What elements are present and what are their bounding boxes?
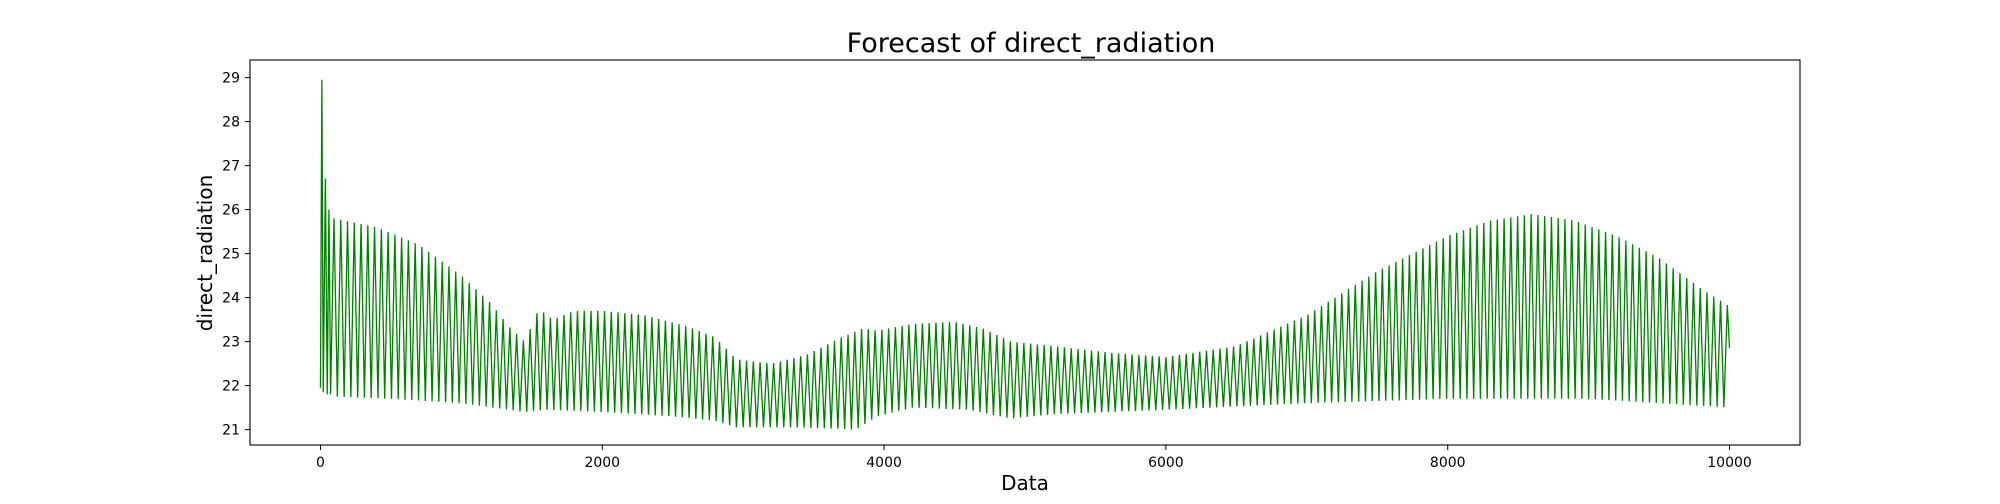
chart-title: Forecast of direct_radiation [847, 28, 1216, 59]
x-tick-label: 10000 [1707, 455, 1752, 471]
x-tick-label: 8000 [1430, 455, 1466, 471]
y-axis-title: direct_radiation [193, 175, 217, 331]
y-tick-label: 29 [222, 71, 240, 87]
x-axis-title: Data [1001, 471, 1049, 495]
plot-area [249, 59, 1801, 446]
x-tick-label: 2000 [584, 455, 620, 471]
y-tick-label: 28 [222, 115, 240, 131]
plot-frame [249, 59, 1801, 446]
x-axis: 0 2000 4000 6000 8000 10000 [316, 445, 1752, 471]
y-tick-label: 24 [222, 291, 240, 307]
y-tick-label: 25 [222, 247, 240, 263]
x-tick-label: 0 [316, 455, 325, 471]
y-tick-label: 27 [222, 159, 240, 175]
x-tick-label: 4000 [866, 455, 902, 471]
y-tick-label: 23 [222, 335, 240, 351]
series-line [319, 79, 1731, 430]
y-tick-label: 21 [222, 423, 240, 439]
y-tick-label: 22 [222, 379, 240, 395]
x-tick-label: 6000 [1148, 455, 1184, 471]
y-tick-label: 26 [222, 203, 240, 219]
data-layer [319, 79, 1731, 430]
y-axis: 21 22 23 24 25 26 27 28 29 [222, 71, 250, 439]
